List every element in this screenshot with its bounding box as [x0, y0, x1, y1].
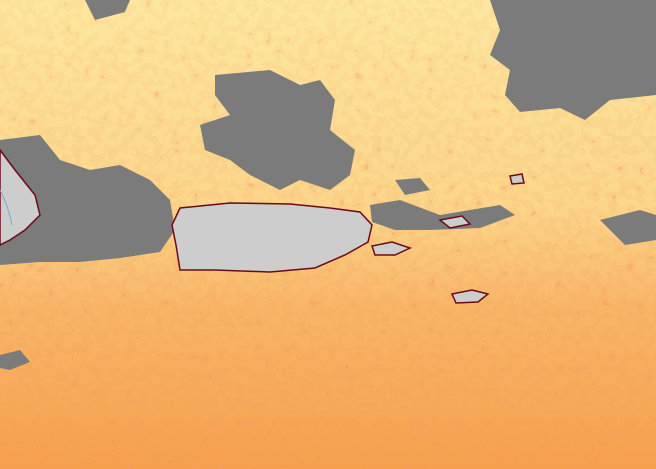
st-croix — [450, 289, 490, 304]
land — [0, 148, 525, 304]
cloud-patch — [370, 200, 515, 230]
cloud-patch — [395, 178, 430, 195]
culebra — [438, 215, 472, 229]
puerto-rico — [171, 202, 373, 273]
cloud-cover — [0, 0, 656, 370]
cloud-patch — [490, 0, 656, 120]
cloud-patch — [600, 210, 656, 245]
islet — [509, 173, 525, 185]
hispaniola — [0, 148, 41, 246]
hot-specks — [0, 230, 656, 469]
vieques — [371, 241, 413, 256]
river — [0, 189, 13, 226]
cloud-patch — [0, 135, 175, 265]
cloud-patch — [85, 0, 130, 20]
cloud-patch — [0, 350, 30, 370]
cloud-patch — [200, 70, 355, 190]
